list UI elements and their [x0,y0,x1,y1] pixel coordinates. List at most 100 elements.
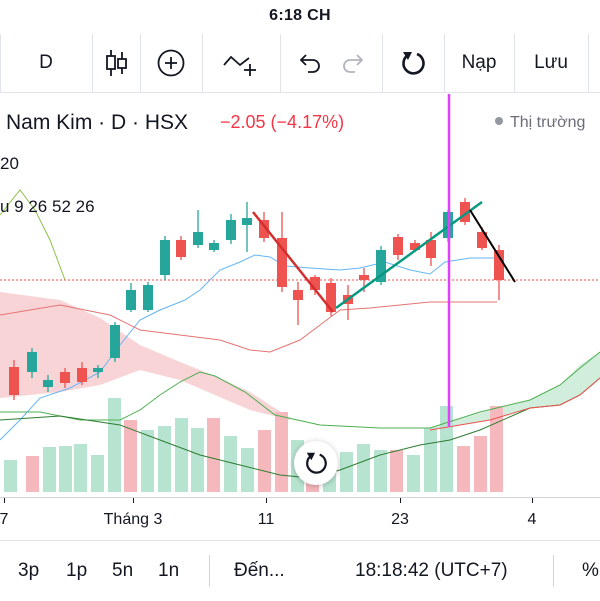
base-line [0,301,497,353]
axis-label: Tháng 3 [103,511,163,528]
candle-body [359,275,369,280]
axis-label: 4 [527,511,537,528]
volume-bar [74,444,87,492]
time-axis[interactable]: 7 Tháng 3 11 23 4 [0,497,600,536]
candle-body [494,250,504,280]
candle-body [477,232,487,248]
candle-body [143,285,153,310]
goto-date-button[interactable]: Đến... [234,560,285,581]
volume-bar [275,412,288,492]
candle-body [242,218,252,225]
percent-scale-button[interactable]: % [582,560,599,581]
save-button[interactable]: Lưu [534,52,568,73]
candlestick-icon[interactable] [92,34,140,92]
undo-icon[interactable] [285,34,333,92]
volume-bar [424,428,437,492]
axis-label: 7 [0,511,9,528]
status-bar: 6:18 CH [0,0,600,34]
volume-bar [474,436,487,492]
toolbar-divider [514,34,515,92]
cloud-bearish [0,292,290,420]
volume-bar [241,448,254,492]
axis-tick [400,498,401,503]
axis-label: 23 [391,511,409,528]
plus-circle-icon[interactable] [140,34,202,92]
volume-bar [108,398,121,492]
candle-body [209,243,219,250]
axis-tick [4,498,5,503]
trendline-up [335,200,483,310]
market-status: Thị trường [495,114,585,132]
clock-timezone[interactable]: 18:18:42 (UTC+7) [355,560,508,581]
candle-body [293,290,303,300]
toolbar-divider [382,34,383,92]
toolbar-divider [202,34,203,92]
candle-body [226,220,236,240]
volume-bar [440,406,453,492]
indicator-legend-ichimoku[interactable]: u 9 26 52 26 [0,197,95,216]
candle-body [310,277,320,290]
trendline-down [252,211,334,313]
volume-bar [158,426,171,492]
volume-bar [141,430,154,492]
volume-bar [175,418,188,492]
cloud-bullish [430,352,600,430]
toolbar-divider [280,34,281,92]
reset-icon [306,452,327,474]
volume-bar [340,452,353,492]
bottom-divider [209,555,210,587]
market-status-dot [495,117,503,125]
redo-icon[interactable] [330,34,378,92]
range-5d-button[interactable]: 5n [112,560,134,581]
volume-bar [207,418,220,492]
volume-bar [258,430,271,492]
axis-label: 11 [257,511,275,528]
volume-bar [374,450,387,492]
range-3m-button[interactable]: 3p [18,560,40,581]
volume-bar [457,446,470,492]
volume-bar [4,460,17,492]
axis-tick [532,498,533,503]
indicator-add-icon[interactable] [202,34,280,92]
trendline-down-black [469,209,516,283]
toolbar-divider [444,34,445,92]
bottom-toolbar: 3p 1p 5n 1n Đến... 18:18:42 (UTC+7) % [0,540,600,601]
price-change: −2.05 (−4.17%) [220,112,345,132]
candle-body [277,238,287,287]
candle-body [110,325,120,358]
candle-body [93,368,103,372]
candle-body [77,368,87,382]
load-button[interactable]: Nạp [461,52,497,73]
candle-body [426,240,436,258]
candle-body [259,220,269,238]
price-chart[interactable] [0,94,600,497]
volume-bar [43,447,56,492]
market-status-label: Thị trường [510,114,586,131]
indicator-legend-volume[interactable]: 20 [0,154,19,173]
candle-body [43,380,53,387]
candle-body [176,240,186,257]
leading-span-b-red [429,377,600,431]
toolbar-divider [0,34,1,92]
toolbar-divider [588,34,589,92]
axis-tick [133,498,134,503]
volume-bar [224,436,237,492]
candle-body [126,290,136,310]
toolbar-divider [140,34,141,92]
volume-bar [357,444,370,492]
candle-body [460,202,470,222]
volume-bar [91,455,104,492]
reset-chart-button[interactable] [294,441,338,485]
conversion-line [0,254,495,441]
bottom-divider [553,555,554,587]
candle-body [376,250,386,282]
candle-body [326,283,336,312]
reload-icon[interactable] [382,34,444,92]
range-1m-button[interactable]: 1p [66,560,88,581]
symbol-title[interactable]: Nam Kim · D · HSX [6,111,189,134]
candle-body [193,232,203,245]
candle-body [27,352,37,372]
interval-button[interactable]: D [39,52,53,73]
candle-body [60,372,70,383]
range-1d-button[interactable]: 1n [158,560,180,581]
